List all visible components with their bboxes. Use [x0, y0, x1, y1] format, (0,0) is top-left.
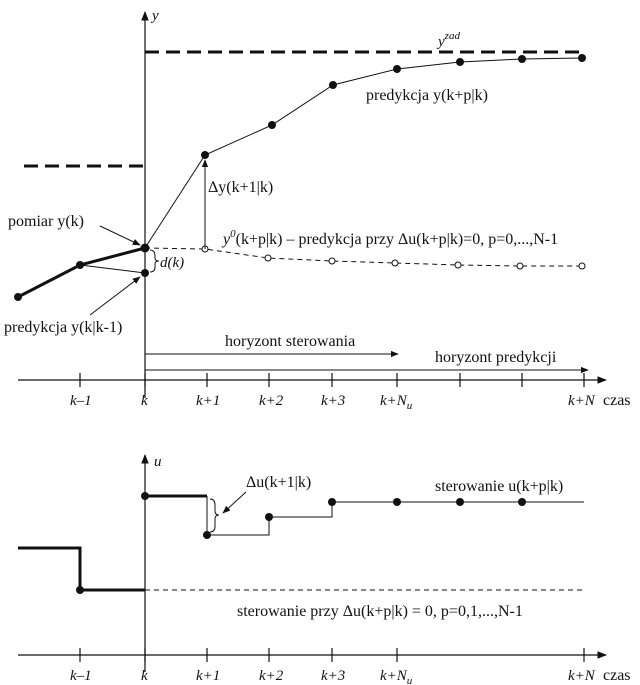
control-point [265, 513, 273, 521]
prediction-point [578, 54, 586, 62]
top-tick-k+n: k+N [568, 393, 596, 409]
top-tick-k+2: k+2 [259, 393, 284, 409]
bottom-tick-k+nu: k+Nu [380, 668, 413, 685]
previous-prediction-line [79, 264, 146, 274]
control-horizon-label: horyzont sterowania [225, 333, 355, 350]
bottom-ticks [79, 648, 585, 662]
bottom-tick-k+2: k+2 [259, 668, 284, 684]
measurement-label: pomiar y(k) [8, 213, 84, 230]
control-point [328, 498, 336, 506]
prediction-point [456, 58, 464, 66]
prediction-line [144, 57, 583, 249]
free-response-point [454, 261, 462, 269]
prediction-label: predykcja y(k+p|k) [366, 87, 488, 104]
top-tick-k+nu: k+Nu [380, 393, 413, 412]
top-ticks [79, 373, 585, 387]
free-response-point [578, 262, 586, 270]
prediction-point [393, 65, 401, 73]
bottom-tick-k+3: k+3 [321, 668, 345, 684]
control-point [518, 498, 526, 506]
disturbance-brace [149, 249, 160, 273]
bottom-tick-k+1: k+1 [196, 668, 220, 684]
prediction-horizon-label: horyzont predykcji [435, 349, 557, 366]
setpoint-label: yzad [436, 30, 460, 50]
top-tick-k-1: k–1 [70, 393, 92, 409]
top-time-label: czas [603, 392, 631, 409]
top-plot: y k–1 k k+1 k+2 k+3 k+Nu k+N czas yzad [4, 8, 631, 412]
delta-u-label: Δu(k+1|k) [246, 474, 311, 491]
disturbance-label: d(k) [160, 255, 184, 271]
bottom-tick-k+n: k+N [568, 668, 596, 684]
control-point [203, 531, 211, 539]
bottom-time-label: czas [603, 667, 631, 684]
free-response-line [144, 247, 582, 267]
past-output-line [17, 246, 146, 299]
past-control-point [76, 586, 84, 594]
bottom-tick-k: k [141, 668, 148, 684]
prediction-point [268, 121, 276, 129]
measurement-arrow [99, 225, 141, 246]
zero-control-label: sterowanie przy Δu(k+p|k) = 0, p=0,1,...… [237, 603, 523, 620]
free-response-point [391, 259, 399, 267]
control-point [141, 492, 149, 500]
free-response-label: y0(k+p|k) – predykcja przy Δu(k+p|k)=0, … [221, 228, 558, 248]
free-response-point [328, 257, 336, 265]
past-output-point [14, 293, 22, 301]
top-tick-k+3: k+3 [321, 393, 345, 409]
prediction-point [518, 55, 526, 63]
top-tick-k: k [141, 393, 148, 409]
control-label: sterowanie u(k+p|k) [435, 478, 563, 495]
delta-y-label: Δy(k+1|k) [208, 179, 273, 196]
delta-u-brace [209, 498, 220, 533]
free-response-point [264, 254, 272, 262]
past-control-line [18, 546, 145, 592]
previous-prediction-label: predykcja y(k|k-1) [4, 319, 122, 336]
bottom-plot: u k–1 k k+1 k+2 k+3 k+Nu k+N czas sterow… [18, 454, 631, 685]
control-point [393, 498, 401, 506]
top-y-axis-label: y [150, 8, 159, 24]
bottom-tick-k-1: k–1 [70, 668, 92, 684]
previous-prediction-arrow [89, 276, 141, 316]
control-point [456, 498, 464, 506]
free-response-point [516, 262, 524, 270]
prediction-point [329, 81, 337, 89]
previous-prediction-point [141, 269, 149, 277]
bottom-u-axis-label: u [154, 454, 162, 470]
top-tick-k+1: k+1 [196, 393, 220, 409]
delta-u-arrow [222, 491, 247, 514]
prediction-point [201, 151, 209, 159]
